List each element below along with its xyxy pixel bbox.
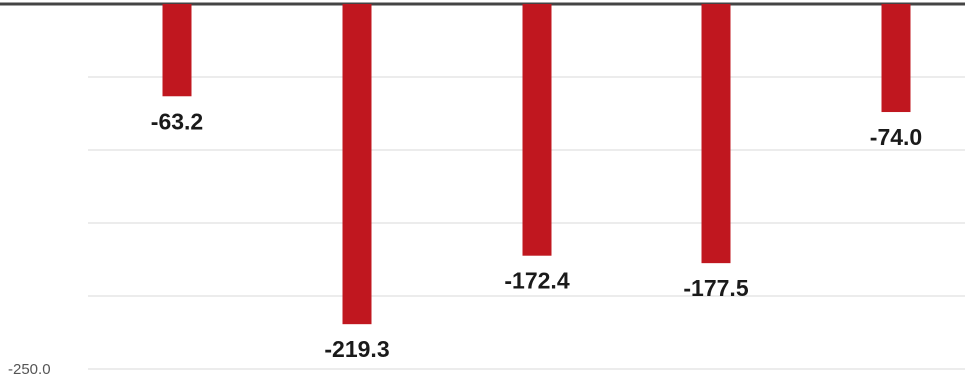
y-axis-ticks: -250.0 — [8, 361, 51, 378]
bar-series — [162, 4, 911, 325]
data-labels: -63.2 -219.3 -172.4 -177.5 -74.0 — [151, 108, 922, 362]
bar — [881, 4, 911, 113]
bar — [162, 4, 192, 97]
bar-value-label: -63.2 — [151, 108, 203, 134]
bar — [701, 4, 731, 264]
bar-value-label: -219.3 — [324, 336, 389, 362]
bar-value-label: -177.5 — [683, 275, 748, 301]
bar — [342, 4, 372, 325]
bar-value-label: -172.4 — [504, 268, 569, 294]
bar-value-label: -74.0 — [870, 124, 922, 150]
y-tick-label: -250.0 — [8, 361, 51, 378]
bar — [522, 4, 552, 256]
